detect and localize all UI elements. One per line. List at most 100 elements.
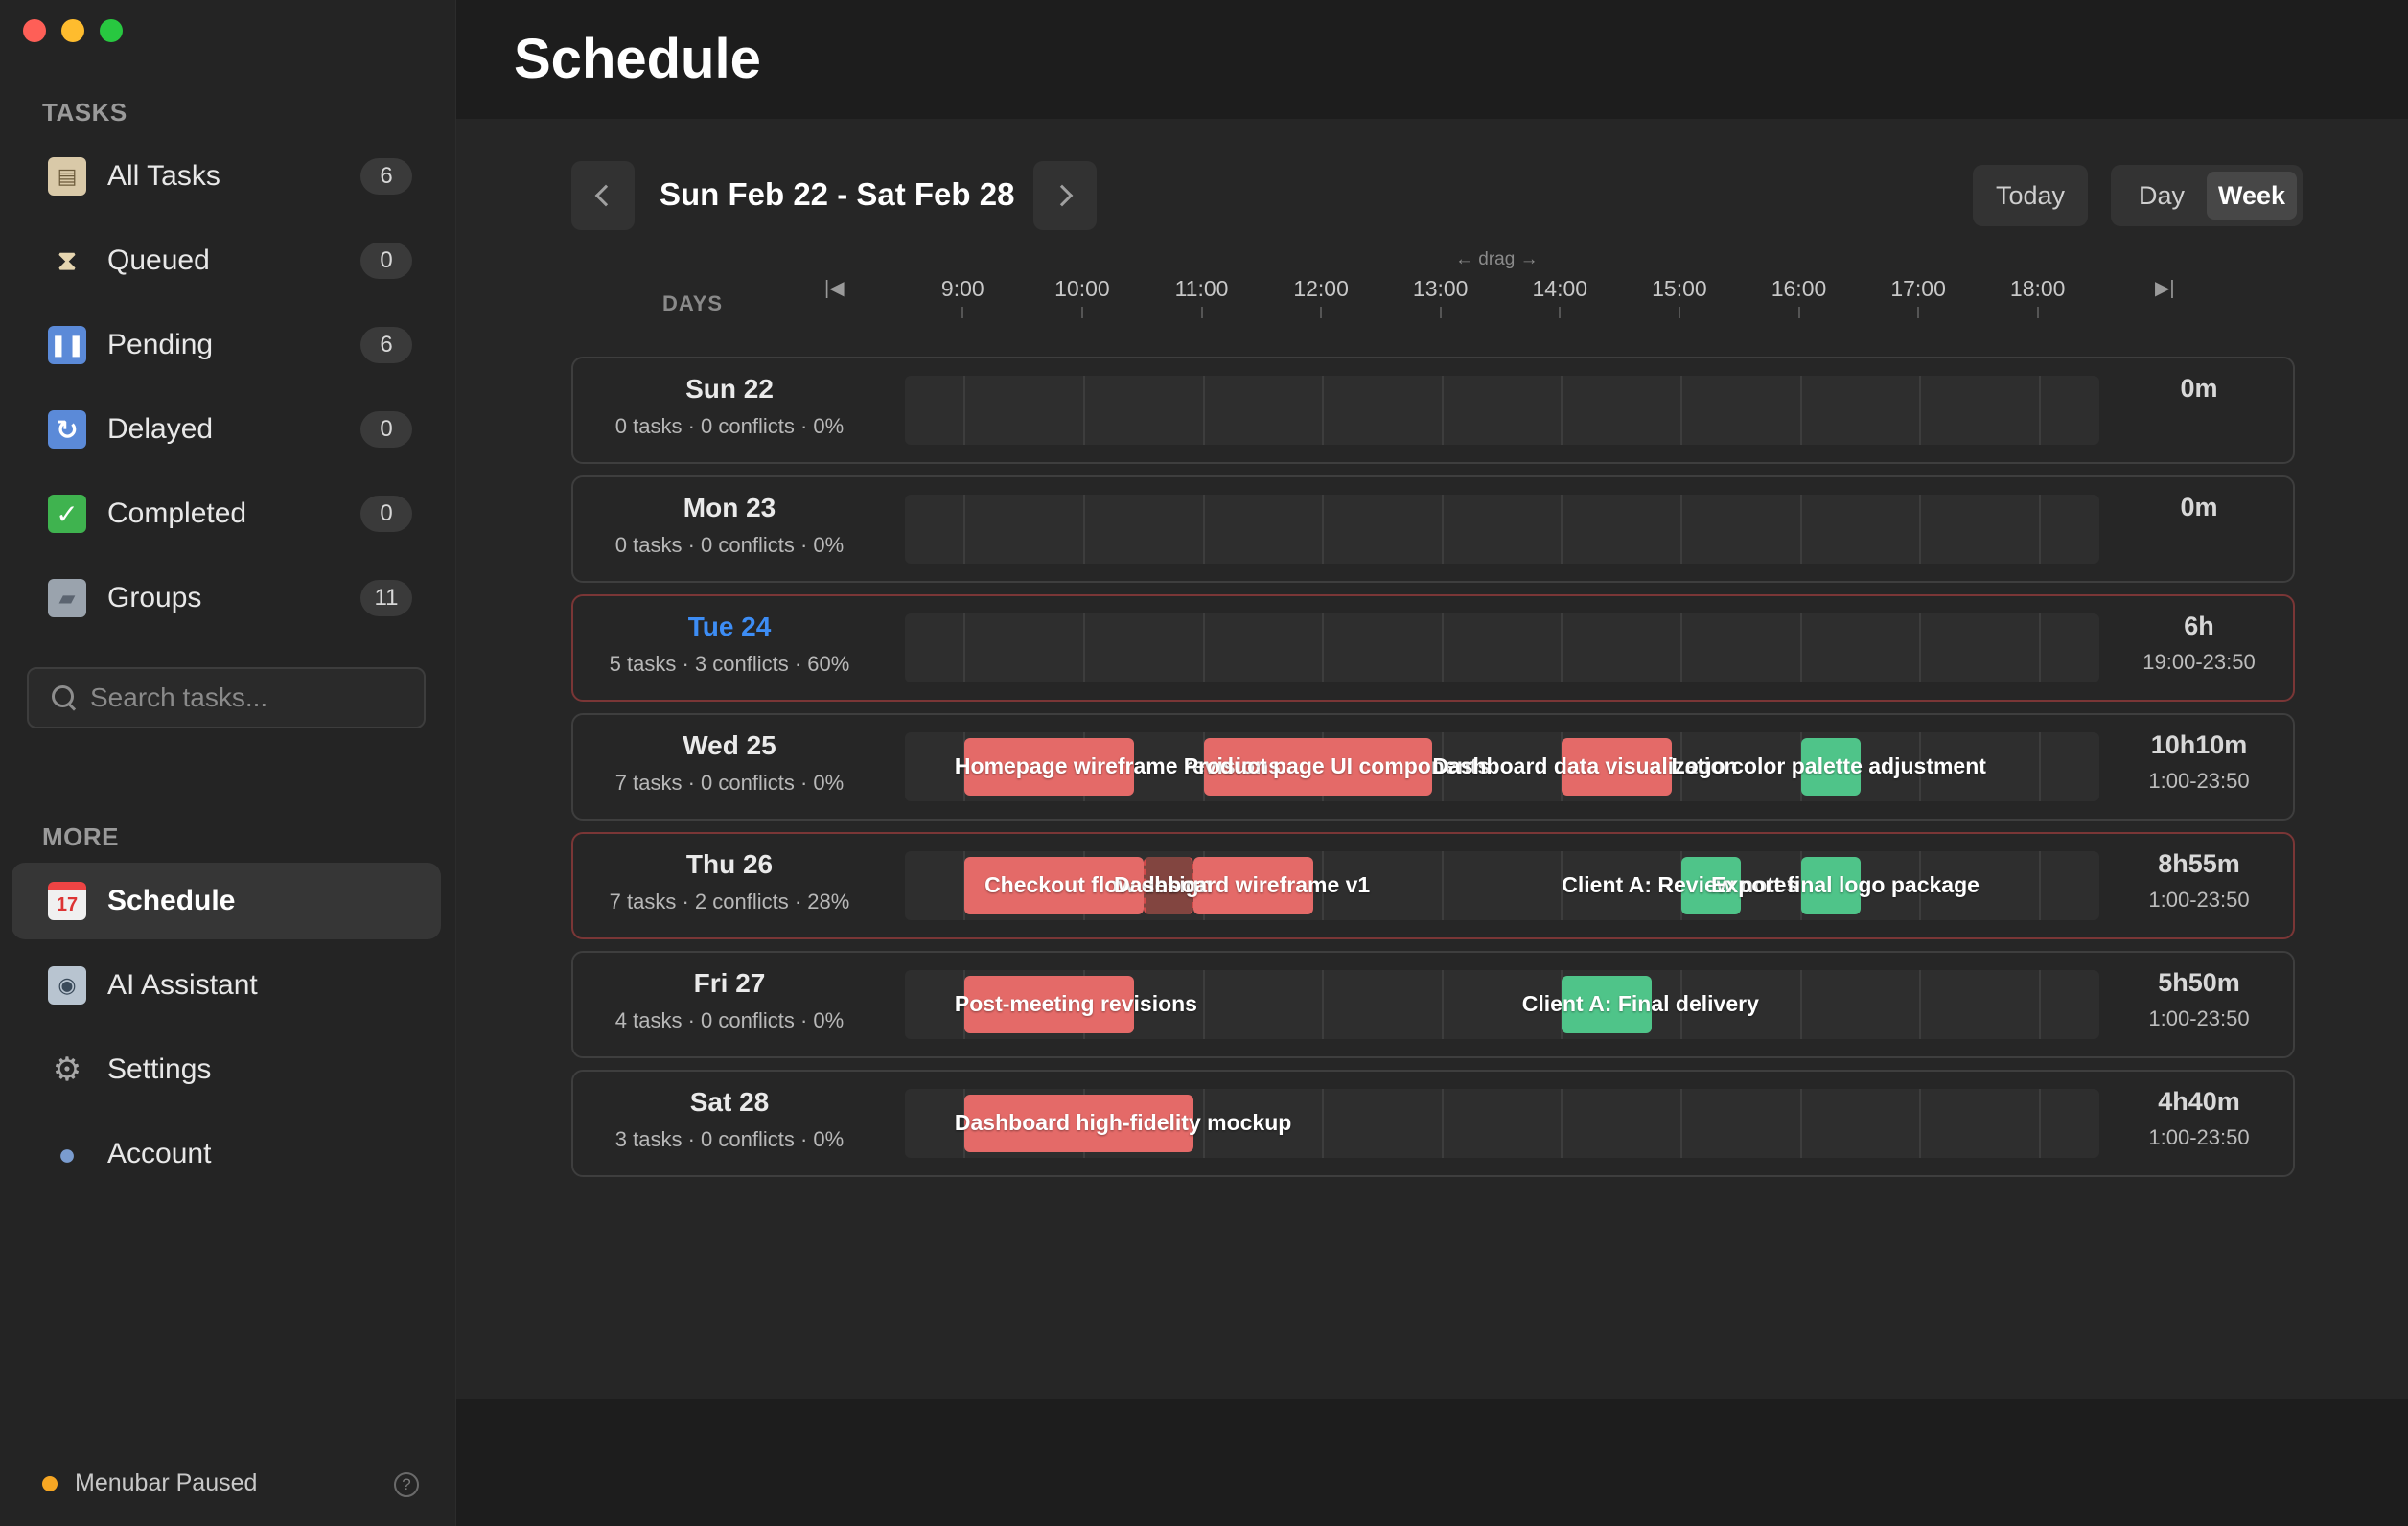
- task-block[interactable]: [964, 976, 1134, 1033]
- sidebar-item-delayed[interactable]: ↻ Delayed 0: [12, 391, 441, 468]
- day-row-tue-24[interactable]: Tue 24 5 tasks · 3 conflicts · 60% 6h 19:00…: [571, 594, 2295, 702]
- sidebar-item-queued[interactable]: ⧗ Queued 0: [12, 222, 441, 299]
- menubar-status: Menubar Paused: [42, 1469, 257, 1497]
- calendar-icon: 17: [48, 882, 86, 920]
- view-week-button[interactable]: Week: [2207, 172, 2297, 220]
- task-block[interactable]: [964, 738, 1134, 796]
- refresh-icon: ↻: [48, 410, 86, 449]
- hourglass-icon: ⧗: [58, 244, 77, 275]
- day-name: Fri 27: [693, 968, 766, 998]
- hour-gridline: [2038, 851, 2041, 920]
- task-block-label: Dashboard high-fidelity mockup: [954, 1110, 1292, 1135]
- sidebar-item-all-tasks[interactable]: ▤ All Tasks 6: [12, 138, 441, 215]
- hour-tick-mark: [1559, 307, 1562, 318]
- day-row-mon-23[interactable]: Mon 23 0 tasks · 0 conflicts · 0% 0m: [571, 475, 2295, 583]
- day-stats: 5 tasks · 3 conflicts · 60%: [609, 652, 850, 676]
- day-total-duration: 10h10m: [2150, 730, 2248, 759]
- minimize-window-button[interactable]: [61, 19, 84, 42]
- sidebar-item-schedule[interactable]: 17 Schedule: [12, 863, 441, 939]
- day-timeline-track[interactable]: [905, 376, 2099, 445]
- sidebar-item-ai-assistant[interactable]: ◉ AI Assistant: [12, 947, 441, 1024]
- hour-gridline: [2038, 1089, 2041, 1158]
- robot-icon: ◉: [48, 966, 86, 1005]
- hour-gridline: [1561, 376, 1563, 445]
- day-timeline-track[interactable]: [905, 613, 2099, 682]
- hour-gridline: [963, 495, 966, 564]
- task-block-label: Product page UI components: [1183, 753, 1491, 778]
- sidebar-item-pending[interactable]: ❚❚ Pending 6: [12, 307, 441, 383]
- task-block[interactable]: [1800, 738, 1861, 796]
- task-block[interactable]: [1193, 857, 1313, 914]
- day-stats: 0 tasks · 0 conflicts · 0%: [614, 533, 845, 557]
- day-row-fri-27[interactable]: Fri 27 4 tasks · 0 conflicts · 0% Post-mee…: [571, 951, 2295, 1058]
- today-button[interactable]: Today: [1973, 165, 2088, 226]
- hour-tick-mark: [961, 307, 964, 318]
- task-block[interactable]: [964, 1095, 1194, 1152]
- task-block[interactable]: [964, 857, 1145, 914]
- view-day-button[interactable]: Day: [2138, 180, 2185, 210]
- hour-tick-mark: [1080, 307, 1083, 318]
- day-row-thu-26[interactable]: Thu 26 7 tasks · 2 conflicts · 28% Checkou…: [571, 832, 2295, 939]
- help-icon[interactable]: ?: [394, 1472, 419, 1497]
- task-block[interactable]: [1562, 738, 1672, 796]
- hour-tick-label: 18:00: [2009, 276, 2066, 301]
- day-name: Sun 22: [685, 374, 774, 404]
- day-stats: 3 tasks · 0 conflicts · 0%: [614, 1127, 845, 1151]
- hour-gridline: [1202, 970, 1205, 1039]
- task-block[interactable]: [1680, 857, 1742, 914]
- day-timeline-track[interactable]: Checkout flow design Dashboard wireframe …: [905, 851, 2099, 920]
- hour-tick-mark: [1797, 307, 1800, 318]
- day-timeline-track[interactable]: Dashboard high-fidelity mockup: [905, 1089, 2099, 1158]
- hour-gridline: [2038, 970, 2041, 1039]
- conflict-overlap-block: [1144, 857, 1194, 914]
- count-badge: 11: [360, 580, 412, 616]
- sidebar-item-label: AI Assistant: [107, 969, 258, 1001]
- count-badge: 0: [360, 411, 412, 448]
- sidebar-item-settings[interactable]: ⚙ Settings: [12, 1031, 441, 1108]
- search-icon: [52, 685, 77, 710]
- zoom-window-button[interactable]: [100, 19, 123, 42]
- hour-gridline: [1441, 376, 1444, 445]
- hour-gridline: [1919, 376, 1922, 445]
- sidebar-item-groups[interactable]: ▰ Groups 11: [12, 560, 441, 636]
- day-total-duration: 6h: [2184, 612, 2214, 640]
- hour-gridline: [1679, 495, 1682, 564]
- day-row-wed-25[interactable]: Wed 25 7 tasks · 0 conflicts · 0% Homepage…: [571, 713, 2295, 821]
- hour-gridline: [1679, 732, 1682, 801]
- drag-hint: ← drag →: [1455, 249, 1539, 269]
- day-timeline-track[interactable]: Post-meeting revisions Client A: Final de…: [905, 970, 2099, 1039]
- hour-gridline: [1679, 970, 1682, 1039]
- hour-gridline: [1441, 495, 1444, 564]
- task-block[interactable]: [1203, 738, 1433, 796]
- hour-gridline: [1202, 495, 1205, 564]
- sidebar-item-completed[interactable]: ✓ Completed 0: [12, 475, 441, 552]
- close-window-button[interactable]: [23, 19, 46, 42]
- task-block[interactable]: [1562, 976, 1652, 1033]
- next-week-button[interactable]: [1033, 161, 1097, 230]
- day-timeline-track[interactable]: [905, 495, 2099, 564]
- sidebar-item-label: Settings: [107, 1053, 212, 1085]
- day-stats: 7 tasks · 2 conflicts · 28%: [609, 890, 850, 913]
- search-field[interactable]: [27, 667, 426, 728]
- hour-tick-mark: [1439, 307, 1442, 318]
- sidebar-item-account[interactable]: ● Account: [12, 1116, 441, 1192]
- day-timeline-track[interactable]: Homepage wireframe revisions Product page…: [905, 732, 2099, 801]
- task-block[interactable]: [1800, 857, 1861, 914]
- tasks-section-label: TASKS: [42, 98, 127, 127]
- hour-tick-mark: [1320, 307, 1323, 318]
- timeline-end-button[interactable]: ▶|: [2155, 278, 2175, 299]
- bottom-area: [456, 1399, 2408, 1526]
- task-block-label: Client A: Review notes: [1562, 872, 1799, 897]
- hour-tick-mark: [1678, 307, 1680, 318]
- count-badge: 0: [360, 243, 412, 279]
- timeline-start-button[interactable]: |◀: [824, 278, 845, 299]
- sidebar-item-label: Completed: [107, 497, 247, 529]
- search-input[interactable]: [90, 682, 416, 713]
- hour-gridline: [2038, 613, 2041, 682]
- hour-gridline: [1679, 613, 1682, 682]
- day-row-sun-22[interactable]: Sun 22 0 tasks · 0 conflicts · 0% 0m: [571, 357, 2295, 464]
- previous-week-button[interactable]: [571, 161, 635, 230]
- date-range-title: Sun Feb 22 - Sat Feb 28: [660, 176, 1015, 212]
- day-row-sat-28[interactable]: Sat 28 3 tasks · 0 conflicts · 0% Dashboar…: [571, 1070, 2295, 1177]
- view-segmented-control: Day Week: [2111, 165, 2303, 226]
